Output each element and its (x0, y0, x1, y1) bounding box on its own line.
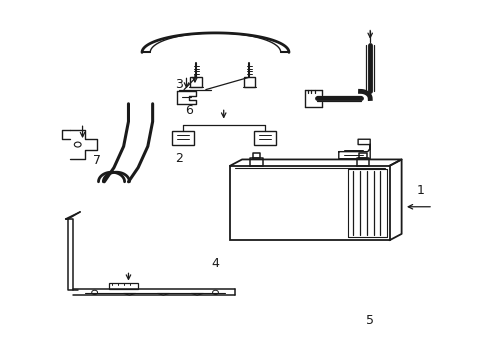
Bar (254, 131, 275, 145)
Bar (109, 283, 138, 289)
Bar (243, 77, 255, 87)
Bar (229, 166, 389, 240)
Bar (190, 77, 202, 87)
Bar (172, 131, 193, 145)
Text: 6: 6 (184, 104, 192, 117)
Text: 4: 4 (211, 257, 219, 270)
Text: 7: 7 (93, 154, 101, 167)
Text: 3: 3 (175, 78, 183, 91)
Text: 1: 1 (416, 184, 424, 197)
Text: 2: 2 (175, 152, 183, 165)
Text: 5: 5 (366, 314, 373, 327)
